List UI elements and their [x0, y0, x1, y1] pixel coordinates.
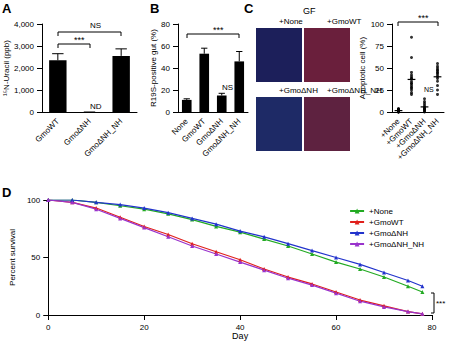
svg-text:+GmoΔNH_NH: +GmoΔNH_NH — [327, 86, 382, 95]
svg-text:+None: +None — [369, 207, 393, 216]
svg-text:GmoΔNH: GmoΔNH — [62, 117, 93, 148]
svg-text:¹⁵N-Uracil (ppb): ¹⁵N-Uracil (ppb) — [2, 40, 11, 96]
svg-text:80: 80 — [161, 20, 170, 29]
svg-text:Day: Day — [232, 331, 249, 341]
svg-text:R19S-positive gut (%): R19S-positive gut (%) — [149, 29, 158, 107]
svg-text:100: 100 — [371, 20, 385, 29]
svg-text:NS: NS — [222, 83, 233, 92]
svg-text:+GmoWT: +GmoWT — [384, 116, 415, 148]
svg-text:60: 60 — [332, 323, 341, 332]
svg-text:***: *** — [74, 35, 85, 45]
svg-text:0: 0 — [30, 108, 35, 117]
svg-text:D: D — [2, 185, 11, 200]
svg-text:4,000: 4,000 — [14, 20, 35, 29]
svg-text:GmoWT: GmoWT — [180, 116, 208, 145]
svg-text:+GmoΔNH: +GmoΔNH — [279, 86, 318, 95]
svg-text:0: 0 — [166, 108, 171, 117]
svg-text:+GmoΔNH_NH: +GmoΔNH_NH — [396, 117, 441, 162]
svg-text:1,000: 1,000 — [14, 86, 35, 95]
svg-text:60: 60 — [161, 42, 170, 51]
svg-text:B: B — [150, 1, 159, 16]
svg-text:***: *** — [213, 25, 224, 35]
svg-text:None: None — [170, 116, 190, 137]
svg-text:+GmoΔNH_NH: +GmoΔNH_NH — [369, 240, 424, 249]
svg-text:GmoΔNH_NH: GmoΔNH_NH — [83, 117, 125, 159]
svg-text:40: 40 — [161, 64, 170, 73]
svg-text:+None: +None — [378, 116, 402, 140]
svg-text:***: *** — [418, 13, 429, 23]
svg-text:GmoΔNH_NH: GmoΔNH_NH — [201, 117, 243, 159]
svg-text:40: 40 — [236, 323, 245, 332]
svg-text:GmoWT: GmoWT — [34, 117, 61, 144]
svg-text:NS: NS — [90, 21, 101, 30]
svg-text:2,000: 2,000 — [14, 64, 35, 73]
svg-text:20: 20 — [161, 86, 170, 95]
svg-text:***: *** — [436, 299, 445, 308]
svg-text:0: 0 — [46, 323, 51, 332]
svg-text:50: 50 — [31, 253, 40, 262]
svg-text:0: 0 — [380, 108, 385, 117]
svg-text:C: C — [244, 1, 254, 16]
svg-text:+None: +None — [279, 17, 303, 26]
svg-text:20: 20 — [140, 323, 149, 332]
svg-text:Percent survival: Percent survival — [8, 229, 17, 286]
svg-text:ND: ND — [90, 102, 102, 111]
svg-text:80: 80 — [428, 323, 437, 332]
svg-text:3,000: 3,000 — [14, 42, 35, 51]
svg-text:A: A — [2, 1, 12, 16]
svg-text:+GmoWT: +GmoWT — [369, 218, 404, 227]
svg-text:+GmoWT: +GmoWT — [327, 17, 362, 26]
svg-text:50: 50 — [375, 64, 384, 73]
svg-text:GF: GF — [303, 6, 316, 16]
svg-text:NS: NS — [424, 86, 434, 93]
svg-text:0: 0 — [36, 311, 41, 320]
svg-text:+GmoΔNH: +GmoΔNH — [369, 229, 408, 238]
svg-text:100: 100 — [27, 196, 41, 205]
svg-text:Apoptotic cell (%): Apoptotic cell (%) — [358, 36, 368, 100]
svg-text:75: 75 — [375, 42, 384, 51]
